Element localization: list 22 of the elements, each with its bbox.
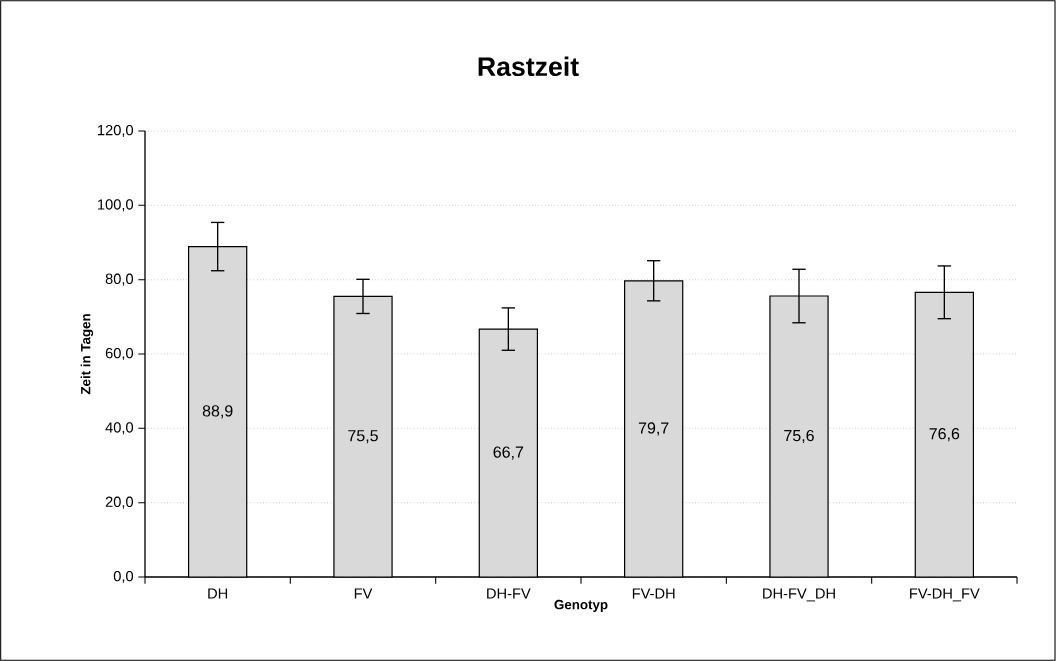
y-tick-label: 120,0	[98, 124, 134, 138]
data-label: 66,7	[493, 446, 524, 460]
x-tick-label: FV	[354, 588, 373, 599]
data-label: 75,5	[348, 430, 378, 444]
y-tick-label: 20,0	[105, 496, 134, 509]
x-tick-label: FV-DH_FV	[910, 588, 980, 602]
y-tick-label: 80,0	[105, 273, 134, 286]
data-label: 75,6	[784, 429, 814, 444]
y-tick-label: 40,0	[105, 422, 134, 435]
y-axis-title: Zeit in Tagen	[80, 314, 94, 395]
y-tick-label: 100,0	[98, 199, 134, 212]
x-tick-label: DH-FV_DH	[763, 588, 835, 602]
data-label: 88,9	[202, 405, 233, 419]
data-label: 79,7	[638, 422, 669, 436]
x-tick-label: FV-DH	[632, 588, 675, 599]
x-tick-label: DH	[208, 588, 228, 599]
y-tick-label: 0,0	[113, 570, 134, 584]
y-tick-label: 60,0	[105, 347, 134, 361]
x-tick-label: DH-FV	[487, 588, 531, 599]
chart-title: Rastzeit	[478, 56, 579, 77]
x-axis-title: Genotyp	[554, 599, 608, 612]
data-label: 76,6	[929, 428, 960, 442]
